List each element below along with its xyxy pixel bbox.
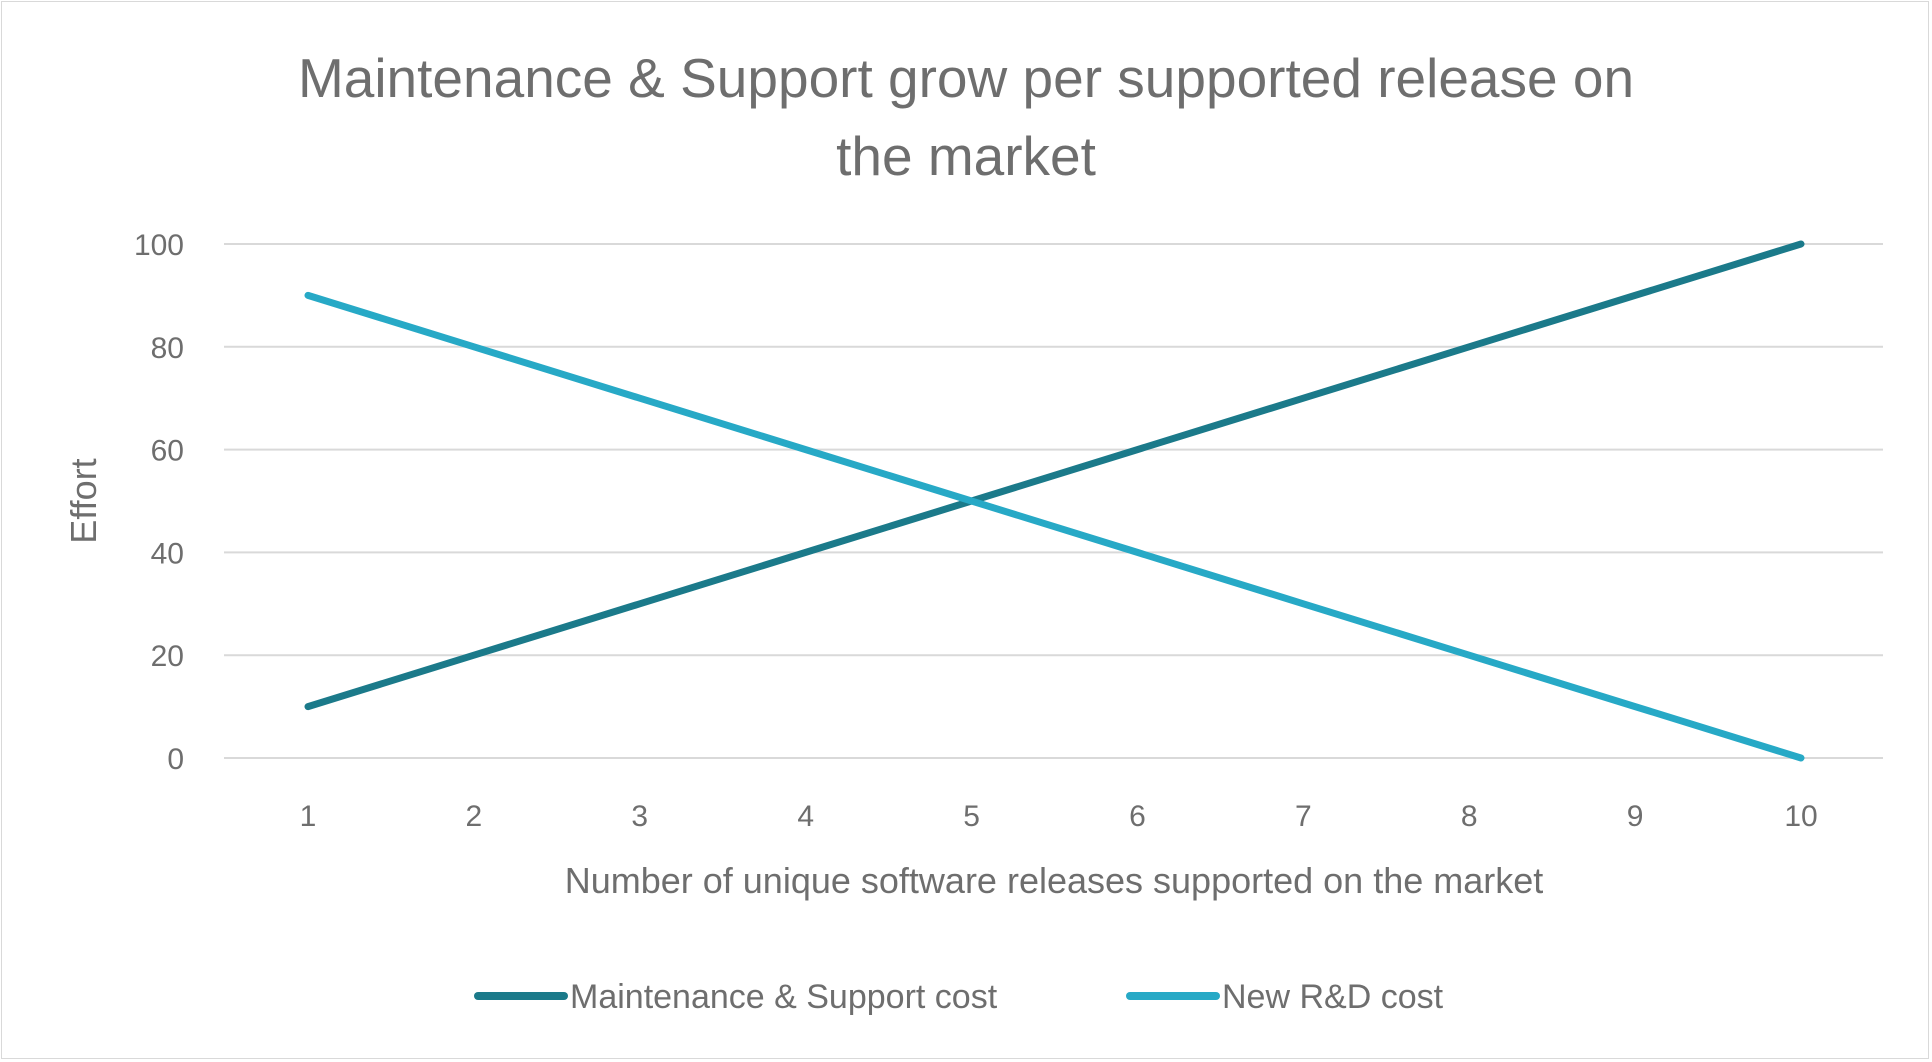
- series-line-1: [304, 240, 1805, 711]
- legend-label-2: New R&D cost: [1222, 978, 1444, 1016]
- series-line-2: [304, 291, 1805, 762]
- y-tick-label: 60: [151, 435, 184, 468]
- y-tick-label: 40: [151, 537, 184, 570]
- x-tick-label: 7: [1295, 800, 1312, 833]
- x-tick-label: 6: [1129, 800, 1146, 833]
- chart-title-line-1: Maintenance & Support grow per supported…: [298, 47, 1634, 109]
- y-tick-label: 20: [151, 640, 184, 673]
- y-tick-label: 0: [167, 743, 184, 776]
- x-tick-label: 3: [631, 800, 648, 833]
- x-tick-label: 1: [300, 800, 317, 833]
- y-axis-label: Effort: [63, 458, 104, 543]
- chart-title-line-2: the market: [836, 125, 1096, 187]
- x-tick-label: 2: [466, 800, 483, 833]
- x-axis-label: Number of unique software releases suppo…: [565, 860, 1544, 901]
- y-tick-label: 80: [151, 332, 184, 365]
- legend-label-1: Maintenance & Support cost: [570, 978, 998, 1016]
- x-tick-label: 10: [1784, 800, 1817, 833]
- y-tick-label: 100: [134, 229, 184, 262]
- x-tick-label: 4: [797, 800, 814, 833]
- x-tick-label: 5: [963, 800, 980, 833]
- x-tick-label: 8: [1461, 800, 1478, 833]
- x-tick-label: 9: [1627, 800, 1644, 833]
